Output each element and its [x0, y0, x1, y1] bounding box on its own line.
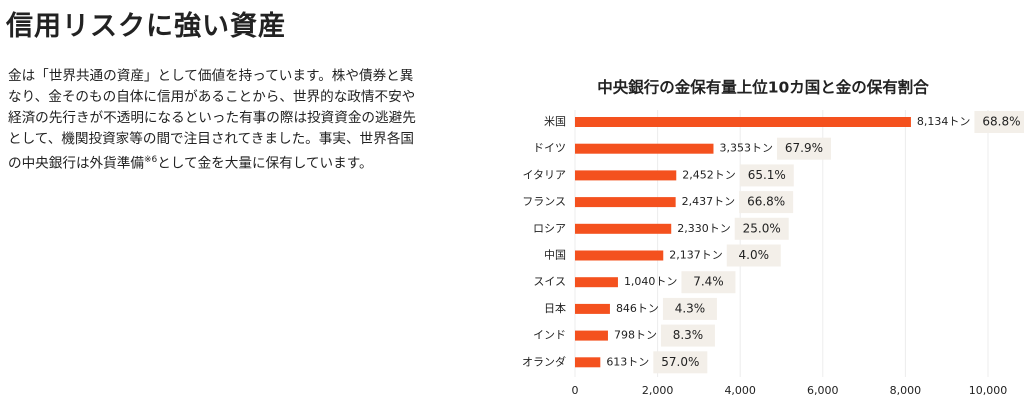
value-label: 2,330トン — [677, 222, 731, 235]
x-tick-label: 2,000 — [642, 384, 674, 397]
y-tick-label: イタリア — [522, 168, 566, 181]
share-label: 57.0% — [661, 355, 699, 369]
bar — [575, 330, 608, 341]
bar — [575, 117, 911, 127]
x-tick-label: 8,000 — [890, 384, 922, 397]
bar — [575, 303, 610, 314]
value-label: 846トン — [616, 302, 659, 315]
value-label: 3,353トン — [719, 142, 773, 155]
share-label: 4.3% — [675, 301, 706, 315]
x-tick-label: 4,000 — [724, 384, 756, 397]
share-box — [776, 137, 831, 160]
share-box — [653, 351, 708, 374]
value-label: 2,452トン — [682, 168, 736, 181]
share-box — [726, 244, 781, 267]
bar — [575, 223, 672, 234]
x-tick-label: 0 — [572, 384, 579, 397]
note-mark: ※6 — [143, 155, 158, 165]
value-label: 8,134トン — [917, 115, 971, 128]
value-label: 1,040トン — [624, 275, 678, 288]
share-label: 4.0% — [739, 248, 770, 262]
text: 金は「世界共通の資産」として価値を持っています。株や債券と異なり、金そのもの自体… — [8, 68, 416, 172]
chart-title: 中央銀行の金保有量上位10カ国と金の保有割合 — [597, 78, 929, 97]
share-box — [739, 191, 794, 214]
share-box — [660, 324, 715, 347]
value-label: 2,437トン — [682, 195, 736, 208]
x-tick-label: 6,000 — [807, 384, 839, 397]
share-box — [734, 217, 789, 240]
share-label: 66.8% — [747, 195, 785, 209]
bar — [575, 277, 618, 288]
body-text: 金は「世界共通の資産」として価値を持っています。株や債券と異なり、金そのもの自体… — [8, 66, 426, 175]
share-label: 68.8% — [982, 115, 1020, 129]
share-box — [739, 164, 794, 187]
bar — [575, 170, 677, 181]
y-tick-label: インド — [533, 329, 566, 342]
text: として金を大量に保有しています。 — [157, 155, 373, 172]
bar — [575, 197, 676, 208]
value-label: 2,137トン — [669, 249, 723, 262]
share-box — [974, 111, 1024, 133]
page-title: 信用リスクに強い資産 — [6, 11, 286, 42]
bar — [575, 143, 714, 154]
share-label: 8.3% — [673, 328, 704, 342]
y-tick-label: 米国 — [544, 115, 566, 128]
share-label: 25.0% — [743, 221, 781, 235]
x-tick-label: 10,000 — [969, 384, 1008, 397]
value-label: 613トン — [606, 355, 649, 368]
bar — [575, 250, 664, 261]
bar — [575, 357, 601, 368]
y-tick-label: オランダ — [522, 354, 566, 368]
share-box — [681, 271, 736, 294]
y-tick-label: フランス — [522, 195, 566, 208]
y-tick-label: ロシア — [533, 222, 566, 235]
share-box — [662, 297, 717, 320]
y-tick-label: ドイツ — [533, 142, 566, 155]
y-tick-label: 中国 — [544, 249, 566, 262]
share-label: 65.1% — [748, 168, 786, 182]
y-tick-label: スイス — [533, 275, 566, 288]
y-tick-label: 日本 — [544, 301, 566, 315]
value-label: 798トン — [614, 329, 657, 342]
share-label: 7.4% — [693, 275, 724, 289]
share-label: 67.9% — [785, 141, 823, 155]
